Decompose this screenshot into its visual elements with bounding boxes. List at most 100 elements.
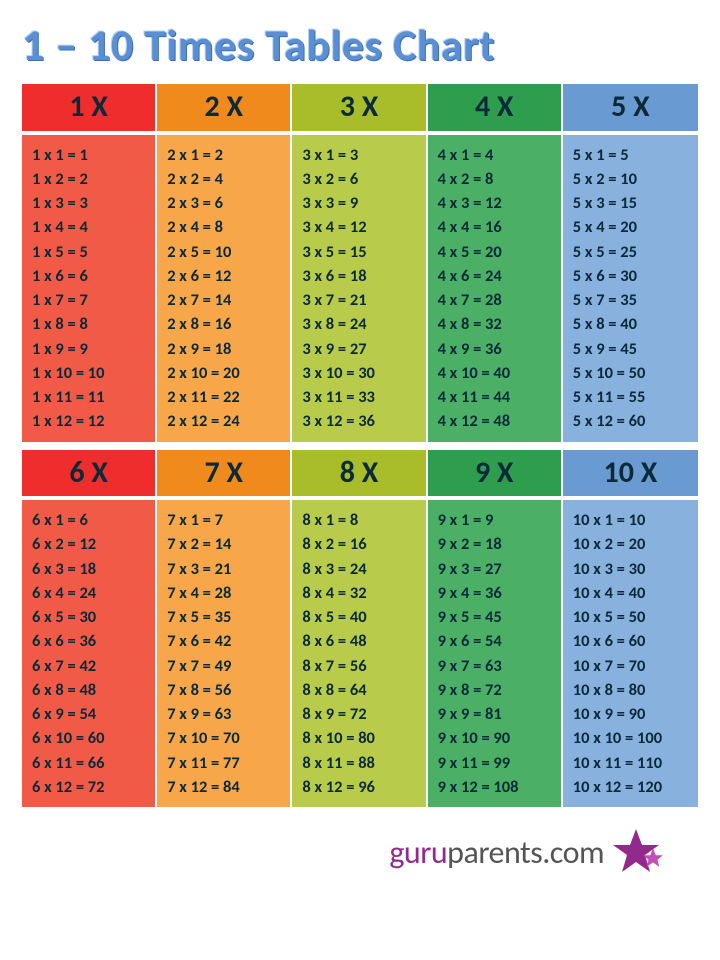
equation: 10 x 1 = 10 bbox=[573, 508, 698, 532]
column-header-7x: 7 X bbox=[157, 450, 292, 497]
equation: 3 x 4 = 12 bbox=[302, 215, 425, 239]
equation: 7 x 3 = 21 bbox=[167, 557, 290, 581]
equation: 2 x 3 = 6 bbox=[167, 191, 290, 215]
equation: 9 x 1 = 9 bbox=[438, 508, 561, 532]
equation: 2 x 6 = 12 bbox=[167, 264, 290, 288]
equation: 5 x 8 = 40 bbox=[573, 312, 698, 336]
equation: 4 x 8 = 32 bbox=[438, 312, 561, 336]
branding-footer: guruparents.com bbox=[22, 815, 698, 877]
equation: 8 x 10 = 80 bbox=[302, 726, 425, 750]
chart-row-1: 1 X2 X3 X4 X5 X1 x 1 = 11 x 2 = 21 x 3 =… bbox=[22, 84, 698, 442]
equation: 7 x 9 = 63 bbox=[167, 702, 290, 726]
equation: 4 x 6 = 24 bbox=[438, 264, 561, 288]
headers-row: 6 X7 X8 X9 X10 X bbox=[22, 450, 698, 497]
equation: 10 x 6 = 60 bbox=[573, 629, 698, 653]
column-header-6x: 6 X bbox=[22, 450, 157, 497]
equation: 9 x 7 = 63 bbox=[438, 654, 561, 678]
equation: 10 x 10 = 100 bbox=[573, 726, 698, 750]
equation: 4 x 4 = 16 bbox=[438, 215, 561, 239]
equation: 3 x 7 = 21 bbox=[302, 288, 425, 312]
column-body-4x: 4 x 1 = 44 x 2 = 84 x 3 = 124 x 4 = 164 … bbox=[428, 135, 563, 442]
page-title: 1 – 10 Times Tables Chart bbox=[22, 18, 698, 72]
equation: 5 x 4 = 20 bbox=[573, 215, 698, 239]
chart-row-2: 6 X7 X8 X9 X10 X6 x 1 = 66 x 2 = 126 x 3… bbox=[22, 450, 698, 808]
equation: 7 x 10 = 70 bbox=[167, 726, 290, 750]
equation: 6 x 11 = 66 bbox=[32, 751, 155, 775]
times-tables-chart: 1 X2 X3 X4 X5 X1 x 1 = 11 x 2 = 21 x 3 =… bbox=[22, 84, 698, 807]
star-icon bbox=[612, 827, 672, 877]
equation: 8 x 6 = 48 bbox=[302, 629, 425, 653]
equation: 10 x 11 = 110 bbox=[573, 751, 698, 775]
equation: 6 x 1 = 6 bbox=[32, 508, 155, 532]
column-body-9x: 9 x 1 = 99 x 2 = 189 x 3 = 279 x 4 = 369… bbox=[428, 500, 563, 807]
equation: 4 x 12 = 48 bbox=[438, 409, 561, 433]
equation: 5 x 10 = 50 bbox=[573, 361, 698, 385]
equation: 7 x 7 = 49 bbox=[167, 654, 290, 678]
equation: 2 x 9 = 18 bbox=[167, 337, 290, 361]
equation: 4 x 10 = 40 bbox=[438, 361, 561, 385]
equation: 8 x 2 = 16 bbox=[302, 532, 425, 556]
equation: 7 x 8 = 56 bbox=[167, 678, 290, 702]
column-header-8x: 8 X bbox=[292, 450, 427, 497]
equation: 4 x 1 = 4 bbox=[438, 143, 561, 167]
equation: 5 x 1 = 5 bbox=[573, 143, 698, 167]
equation: 3 x 10 = 30 bbox=[302, 361, 425, 385]
equation: 5 x 7 = 35 bbox=[573, 288, 698, 312]
equation: 2 x 12 = 24 bbox=[167, 409, 290, 433]
equation: 5 x 9 = 45 bbox=[573, 337, 698, 361]
equation: 2 x 11 = 22 bbox=[167, 385, 290, 409]
equation: 1 x 11 = 11 bbox=[32, 385, 155, 409]
equation: 6 x 12 = 72 bbox=[32, 775, 155, 799]
equation: 8 x 12 = 96 bbox=[302, 775, 425, 799]
equation: 1 x 4 = 4 bbox=[32, 215, 155, 239]
equation: 5 x 5 = 25 bbox=[573, 240, 698, 264]
equation: 10 x 2 = 20 bbox=[573, 532, 698, 556]
column-header-5x: 5 X bbox=[563, 84, 698, 131]
equation: 1 x 2 = 2 bbox=[32, 167, 155, 191]
equation: 2 x 10 = 20 bbox=[167, 361, 290, 385]
equation: 6 x 6 = 36 bbox=[32, 629, 155, 653]
equation: 10 x 7 = 70 bbox=[573, 654, 698, 678]
equation: 6 x 9 = 54 bbox=[32, 702, 155, 726]
equation: 7 x 5 = 35 bbox=[167, 605, 290, 629]
equation: 7 x 12 = 84 bbox=[167, 775, 290, 799]
equation: 1 x 7 = 7 bbox=[32, 288, 155, 312]
equation: 2 x 8 = 16 bbox=[167, 312, 290, 336]
headers-row: 1 X2 X3 X4 X5 X bbox=[22, 84, 698, 131]
equation: 4 x 7 = 28 bbox=[438, 288, 561, 312]
equation: 6 x 2 = 12 bbox=[32, 532, 155, 556]
equation: 7 x 1 = 7 bbox=[167, 508, 290, 532]
column-body-10x: 10 x 1 = 1010 x 2 = 2010 x 3 = 3010 x 4 … bbox=[563, 500, 698, 807]
column-header-4x: 4 X bbox=[428, 84, 563, 131]
equation: 6 x 10 = 60 bbox=[32, 726, 155, 750]
column-header-9x: 9 X bbox=[428, 450, 563, 497]
equation: 3 x 8 = 24 bbox=[302, 312, 425, 336]
equation: 8 x 7 = 56 bbox=[302, 654, 425, 678]
column-body-2x: 2 x 1 = 22 x 2 = 42 x 3 = 62 x 4 = 82 x … bbox=[157, 135, 292, 442]
equation: 3 x 3 = 9 bbox=[302, 191, 425, 215]
brand-parents: parents bbox=[447, 833, 542, 872]
equation: 2 x 1 = 2 bbox=[167, 143, 290, 167]
body-row: 1 x 1 = 11 x 2 = 21 x 3 = 31 x 4 = 41 x … bbox=[22, 135, 698, 442]
equation: 3 x 5 = 15 bbox=[302, 240, 425, 264]
equation: 10 x 8 = 80 bbox=[573, 678, 698, 702]
equation: 5 x 2 = 10 bbox=[573, 167, 698, 191]
equation: 8 x 3 = 24 bbox=[302, 557, 425, 581]
brand-dotcom: .com bbox=[542, 833, 604, 872]
equation: 1 x 5 = 5 bbox=[32, 240, 155, 264]
equation: 9 x 4 = 36 bbox=[438, 581, 561, 605]
equation: 10 x 3 = 30 bbox=[573, 557, 698, 581]
equation: 1 x 6 = 6 bbox=[32, 264, 155, 288]
equation: 8 x 11 = 88 bbox=[302, 751, 425, 775]
equation: 7 x 2 = 14 bbox=[167, 532, 290, 556]
column-header-3x: 3 X bbox=[292, 84, 427, 131]
equation: 2 x 7 = 14 bbox=[167, 288, 290, 312]
equation: 9 x 3 = 27 bbox=[438, 557, 561, 581]
equation: 9 x 11 = 99 bbox=[438, 751, 561, 775]
column-header-2x: 2 X bbox=[157, 84, 292, 131]
equation: 7 x 6 = 42 bbox=[167, 629, 290, 653]
equation: 1 x 8 = 8 bbox=[32, 312, 155, 336]
equation: 8 x 1 = 8 bbox=[302, 508, 425, 532]
equation: 3 x 12 = 36 bbox=[302, 409, 425, 433]
equation: 9 x 10 = 90 bbox=[438, 726, 561, 750]
